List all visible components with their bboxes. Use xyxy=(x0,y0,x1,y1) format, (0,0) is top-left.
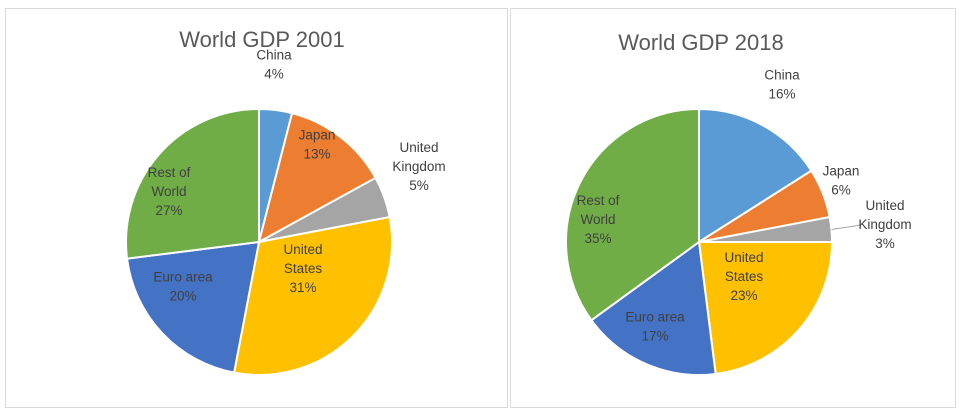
pie-chart-2001: World GDP 2001 China 4% Japan 13% United King… xyxy=(125,27,446,376)
data-label-rest-of-world: Rest of World 35% xyxy=(577,193,620,246)
pie-slice-japan xyxy=(257,111,377,244)
data-label-japan: Japan 6% xyxy=(823,164,860,198)
pie-slice-china xyxy=(698,107,813,244)
data-labels: China 16% Japan 6%United Kingdom 3% United Stat… xyxy=(577,68,912,344)
pie-slice-rest-of-world xyxy=(565,107,700,322)
leader-lines xyxy=(831,224,862,230)
data-label-rest-of-world: Rest of World 27% xyxy=(148,165,191,218)
chart-panel-2001: World GDP 2001 China 4% Japan 13% United King… xyxy=(5,8,508,408)
pie-slice-united-states xyxy=(697,241,834,376)
data-label-united-states: United States 23% xyxy=(724,250,763,303)
pie-slice-euro-area xyxy=(590,240,717,376)
chart-title: World GDP 2018 xyxy=(618,30,784,55)
pie-chart-2018: World GDP 2018 China 16% Japan 6%United King… xyxy=(565,30,912,376)
data-label-china: China 16% xyxy=(764,68,800,102)
data-label-japan: Japan 13% xyxy=(299,128,336,162)
chart-title: World GDP 2001 xyxy=(179,27,345,52)
leader-line xyxy=(831,224,862,230)
chart-panel-2018: World GDP 2018 China 16% Japan 6% United King… xyxy=(510,8,956,408)
data-label-united-states: United States 31% xyxy=(283,242,322,295)
data-label-euro-area: Euro area 17% xyxy=(625,310,685,344)
data-label-euro-area: Euro area 20% xyxy=(153,270,213,304)
data-label-united-kingdom: United Kingdom 3% xyxy=(858,198,911,251)
pie-slices xyxy=(125,107,393,376)
pie-slice-euro-area xyxy=(125,240,261,374)
data-label-united-kingdom: United Kingdom 5% xyxy=(392,140,445,193)
data-label-china: China 4% xyxy=(256,48,292,82)
pie-slices xyxy=(565,107,834,376)
pie-slice-rest-of-world xyxy=(125,107,260,260)
pie-slice-united-states xyxy=(232,215,393,376)
data-labels: China 4% Japan 13% United Kingdom 5% United Stat… xyxy=(148,48,446,304)
